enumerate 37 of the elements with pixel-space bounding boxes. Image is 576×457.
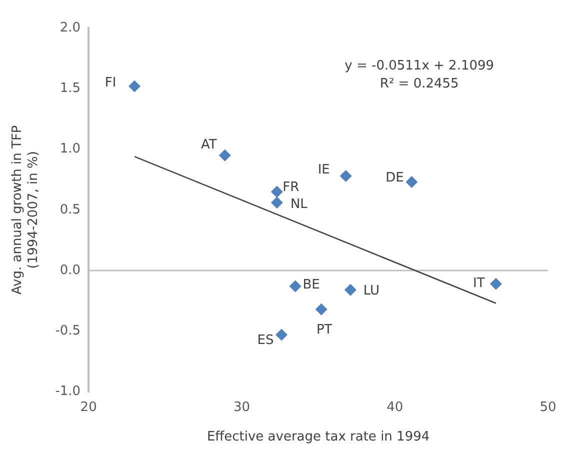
- annotation: DE: [386, 170, 404, 186]
- annotation: IE: [318, 162, 330, 178]
- annotation: BE: [302, 278, 320, 293]
- point: [344, 284, 356, 296]
- annotation: FR: [282, 180, 300, 196]
- point: [315, 303, 328, 316]
- annotation: PT: [316, 322, 332, 338]
- annotation: NL: [290, 197, 308, 212]
- x-axis-title: Effective average tax rate in 1994: [206, 430, 430, 445]
- x-tick-label: 50: [540, 400, 556, 415]
- annotation: LU: [363, 283, 380, 298]
- x-tick-label: 30: [233, 400, 250, 415]
- annotation: FI: [104, 76, 116, 91]
- y-tick-label: 1.0: [60, 142, 81, 157]
- x-tick-label: 40: [386, 400, 404, 415]
- y-tick-label: -0.5: [55, 324, 81, 339]
- annotation: ES: [257, 333, 274, 348]
- y-tick-label: 0.0: [60, 262, 81, 278]
- point: [276, 328, 288, 341]
- point: [270, 186, 283, 198]
- point: [270, 196, 283, 209]
- annotation: AT: [200, 138, 217, 153]
- y-axis-title: Avg. annual growth in TFP (1994-2007, in %): [10, 125, 41, 295]
- point: [490, 278, 502, 290]
- point: [128, 80, 141, 92]
- annotation: IT: [473, 276, 485, 292]
- y-tick-label: 1.5: [60, 81, 81, 96]
- point: [406, 176, 418, 188]
- y-tick-label: -1.0: [55, 384, 81, 400]
- annotation: R² = 0.2455: [380, 76, 459, 92]
- point: [340, 170, 352, 182]
- y-tick-label: 2.0: [60, 20, 81, 36]
- x-tick-label: 20: [80, 400, 97, 415]
- annotation: y = -0.0511x + 2.1099: [344, 58, 494, 74]
- point: [218, 149, 231, 162]
- y-tick-label: 0.5: [60, 202, 81, 218]
- point: [289, 280, 302, 292]
